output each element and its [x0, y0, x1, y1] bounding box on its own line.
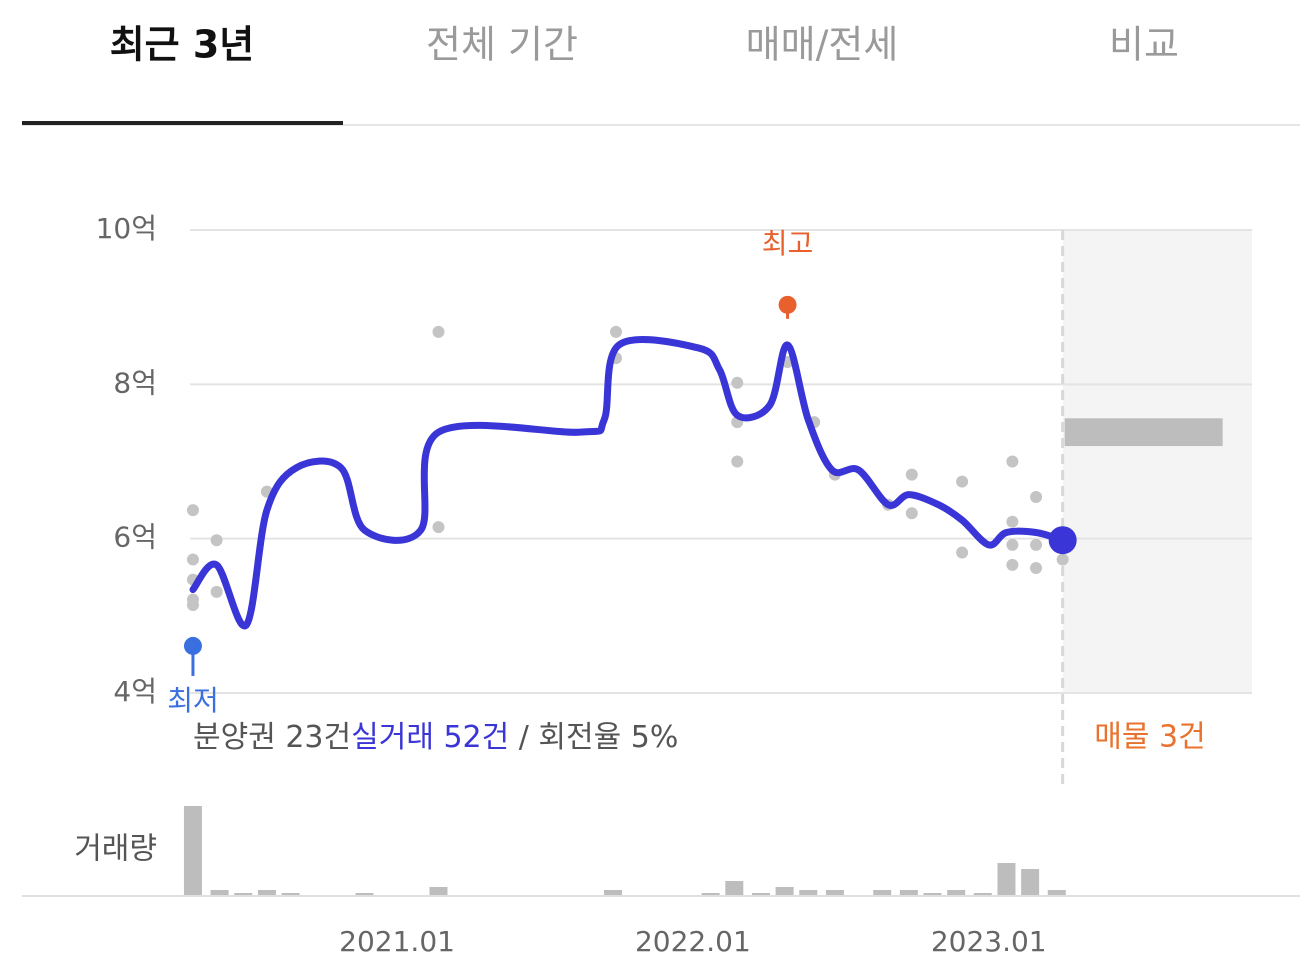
- listing-label: 매물 3건: [1094, 720, 1205, 755]
- y-tick-label: 6억: [113, 521, 157, 554]
- volume-bar: [281, 893, 300, 896]
- deal-point: [1006, 515, 1019, 528]
- volume-bar: [257, 890, 276, 896]
- deal-point: [432, 325, 445, 338]
- stat: / 회전율 5%: [509, 720, 678, 755]
- volume-bar: [825, 890, 844, 896]
- x-tick-label: 2023.01: [931, 925, 1047, 958]
- volume-bar: [355, 893, 374, 896]
- listing-area: [1062, 230, 1252, 693]
- deal-point: [1006, 455, 1019, 468]
- annotation-label: 최고: [762, 227, 814, 260]
- volume-bar: [947, 890, 966, 896]
- volume-bar: [429, 887, 448, 896]
- stats: 분양권 23건실거래 52건 / 회전율 5%: [193, 720, 678, 755]
- tab[interactable]: 전체 기간: [426, 23, 578, 67]
- deal-point: [731, 455, 744, 468]
- volume-bar: [725, 881, 744, 896]
- volume-bar: [234, 893, 253, 896]
- deal-point: [1006, 558, 1019, 571]
- deal-point: [186, 599, 199, 612]
- x-tick-label: 2022.01: [635, 925, 751, 958]
- volume-bar: [604, 890, 623, 896]
- deal-point: [186, 504, 199, 517]
- volume-bar: [183, 806, 202, 896]
- listing-range: [1064, 418, 1223, 447]
- deal-point: [609, 325, 622, 338]
- stat: 실거래 52건: [351, 720, 509, 755]
- volume-bar: [899, 890, 918, 896]
- y-tick-label: 4억: [113, 675, 157, 708]
- deal-point: [1056, 553, 1069, 566]
- deal-point: [432, 521, 445, 534]
- annotation-dot: [778, 295, 797, 314]
- x-tick-label: 2021.01: [339, 925, 455, 958]
- volume-bar: [873, 890, 892, 896]
- deal-point: [210, 534, 223, 547]
- current-point: [1048, 526, 1077, 555]
- volume-bar: [973, 893, 992, 896]
- volume-bar: [1021, 869, 1040, 896]
- volume-bar: [1047, 890, 1066, 896]
- deal-point: [956, 546, 969, 559]
- deal-point: [1030, 561, 1043, 574]
- tab[interactable]: 비교: [1109, 23, 1179, 67]
- deal-point: [956, 475, 969, 488]
- y-tick-label: 8억: [113, 366, 157, 399]
- price-line: [189, 336, 1067, 630]
- volume-bar: [751, 893, 770, 896]
- deal-point: [1006, 538, 1019, 551]
- volume-bar: [210, 890, 229, 896]
- deal-point: [1030, 538, 1043, 551]
- deal-point: [210, 585, 223, 598]
- tab[interactable]: 매매/전세: [746, 23, 899, 67]
- tab[interactable]: 최근 3년: [110, 23, 255, 67]
- volume-bar: [775, 887, 794, 896]
- volume-bar: [799, 890, 818, 896]
- annotation-label: 최저: [167, 684, 219, 717]
- deal-point: [1030, 490, 1043, 503]
- volume-bar: [923, 893, 942, 896]
- deal-point: [731, 376, 744, 389]
- deal-point: [186, 553, 199, 566]
- deal-point: [905, 468, 918, 481]
- y-tick-label: 10억: [96, 212, 157, 245]
- stat: 분양권 23건: [193, 720, 351, 755]
- annotation-dot: [183, 636, 202, 655]
- volume-label: 거래량: [74, 832, 157, 867]
- volume-bar: [701, 893, 720, 896]
- volume-bar: [997, 863, 1016, 896]
- deal-point: [905, 507, 918, 520]
